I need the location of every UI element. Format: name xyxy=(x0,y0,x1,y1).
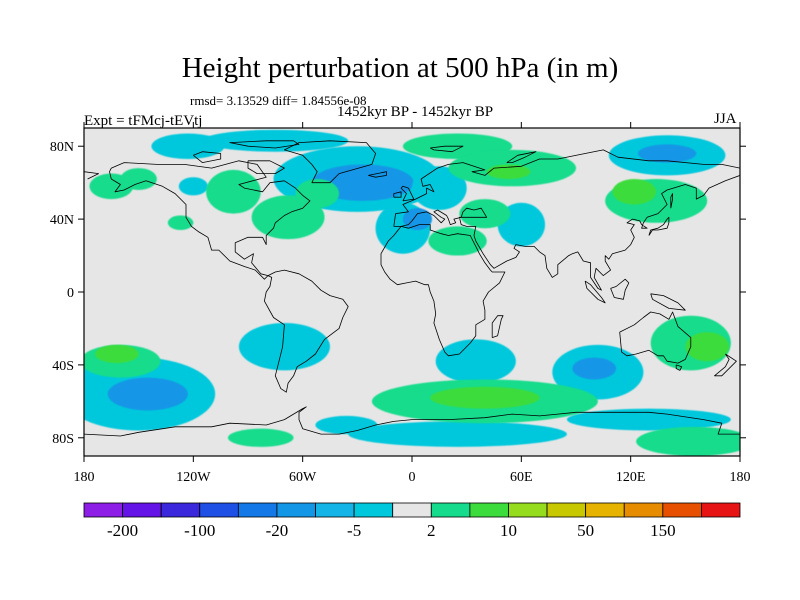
coastline-segment xyxy=(491,315,504,338)
coastline-segment xyxy=(506,151,537,164)
x-tick-label: 60E xyxy=(510,470,533,485)
x-tick-label: 0 xyxy=(409,470,416,485)
colorbar-label: 2 xyxy=(427,521,436,540)
colorbar-box xyxy=(546,502,587,518)
coastline-segment xyxy=(193,151,222,164)
anomaly-region xyxy=(566,408,731,431)
coastline-segment xyxy=(675,364,683,371)
anomaly-region xyxy=(402,208,433,231)
coastline-segment xyxy=(648,216,670,236)
map-axes: 180 120W 60W 0 60E 120E 180 80N 40N 0 40S 80S xyxy=(50,122,751,485)
coastline-segment xyxy=(368,171,387,178)
anomaly-region xyxy=(572,357,617,380)
plot-title: Height perturbation at 500 hPa (in m) xyxy=(181,52,619,84)
x-tick-label: 180 xyxy=(74,470,95,485)
colorbar-label: -20 xyxy=(266,521,289,540)
y-tick-label: 40S xyxy=(52,359,74,374)
colorbar-box xyxy=(353,502,394,518)
x-tick-label: 120E xyxy=(616,470,646,485)
colorbar-label: -100 xyxy=(184,521,215,540)
colorbar-box xyxy=(623,502,664,518)
coastline-segment xyxy=(229,140,300,149)
season-label: JJA xyxy=(714,111,737,127)
colorbar-box xyxy=(276,502,316,518)
anomaly-region xyxy=(107,377,188,411)
colorbar-box xyxy=(392,502,432,518)
anomaly-region xyxy=(435,339,516,384)
x-tick-label: 60W xyxy=(289,470,317,485)
anomaly-region xyxy=(348,421,567,447)
colorbar-box xyxy=(83,502,123,518)
period-label: 1452kyr BP - 1452kyr BP xyxy=(336,104,494,120)
colorbar-box xyxy=(585,502,625,518)
coastline-segment xyxy=(393,149,740,227)
coastlines xyxy=(84,140,740,437)
coastline-segment xyxy=(109,160,311,280)
x-tick-label: 180 xyxy=(730,470,751,485)
coastline-segment xyxy=(670,193,673,209)
colorbar-box xyxy=(508,502,548,518)
y-tick-label: 80N xyxy=(50,140,74,155)
coastline-segment xyxy=(650,293,686,311)
colorbar-box xyxy=(122,502,162,518)
anomaly-region xyxy=(227,428,294,447)
coastline-segment xyxy=(430,145,464,153)
coastline-segment xyxy=(380,224,506,357)
colorbar-label: -200 xyxy=(107,521,138,540)
colorbar-label: -5 xyxy=(347,521,361,540)
colorbar-box xyxy=(701,502,741,518)
anomaly-region xyxy=(238,322,330,371)
anomaly-region xyxy=(120,168,157,190)
rmsd-diff-stats: rmsd= 3.13529 diff= 1.84556e-08 xyxy=(190,93,367,108)
coastline-segment xyxy=(84,171,99,180)
coastline-segment xyxy=(714,353,737,377)
coastline-segment xyxy=(400,185,415,202)
anomaly-region xyxy=(412,166,467,210)
colorbar-box xyxy=(469,502,509,518)
colorbar-box xyxy=(315,502,355,518)
coastline-segment xyxy=(584,280,606,304)
y-tick-label: 80S xyxy=(52,432,74,447)
coastline-segment xyxy=(283,140,377,184)
colorbar-box xyxy=(430,502,471,518)
colorbar-label: 10 xyxy=(500,521,517,540)
anomaly-region xyxy=(178,177,208,196)
coastline-segment xyxy=(247,160,285,175)
y-tick-label: 0 xyxy=(67,286,74,301)
colorbar-label: 150 xyxy=(650,521,676,540)
colorbar-box xyxy=(662,502,702,518)
colorbar-box xyxy=(160,502,201,518)
anomaly-region xyxy=(430,386,540,409)
anomaly-region xyxy=(428,226,487,256)
coastline-segment xyxy=(84,406,740,437)
coastline-segment xyxy=(393,175,740,291)
anomaly-region xyxy=(637,144,697,163)
experiment-label: Expt = tFMcj-tEVtj xyxy=(84,113,203,129)
colorbar-box xyxy=(199,502,239,518)
coastline-segment xyxy=(619,311,692,364)
y-tick-label: 40N xyxy=(50,213,74,228)
anomaly-region xyxy=(295,179,340,209)
anomaly-region xyxy=(685,332,730,362)
anomaly-region xyxy=(94,344,139,364)
coastline-segment xyxy=(393,191,402,198)
colorbar-label: 50 xyxy=(577,521,594,540)
colorbar-box xyxy=(237,502,278,518)
anomaly-region xyxy=(251,195,325,240)
anomaly-region xyxy=(486,164,531,180)
coastline-segment xyxy=(263,269,349,393)
x-tick-label: 120W xyxy=(176,470,211,485)
anomaly-region xyxy=(636,426,740,456)
anomaly-region xyxy=(206,169,261,214)
colorbar: -200 -100 -20 -5 2 10 50 150 xyxy=(83,502,741,540)
anomaly-region xyxy=(612,179,657,205)
coastline-segment xyxy=(610,278,630,300)
